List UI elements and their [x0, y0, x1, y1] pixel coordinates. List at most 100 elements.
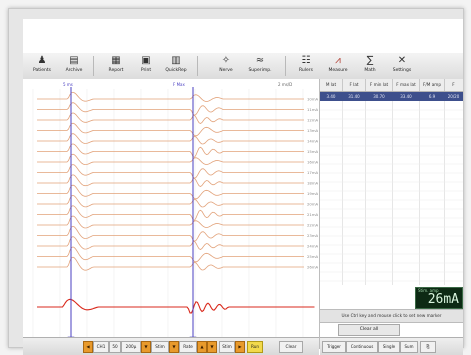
col-f-lat[interactable]: F lat	[343, 79, 366, 91]
report-icon: ▦	[111, 55, 121, 66]
stim-level-label: 25mA	[307, 254, 319, 259]
rate-field[interactable]: Rate	[179, 341, 197, 353]
f-wave-trace	[37, 225, 304, 242]
sum-button[interactable]: Sum	[400, 341, 418, 353]
rulers-button[interactable]: ☷ Rulers	[289, 54, 323, 78]
superimp-button[interactable]: ≈ Superimp.	[243, 54, 277, 78]
nerve-icon: ✧	[221, 55, 231, 66]
toolbar-divider	[93, 56, 94, 76]
copy-button[interactable]: ⎘	[420, 341, 436, 353]
f-wave-trace	[37, 164, 304, 179]
f-wave-traces	[37, 91, 304, 271]
f-wave-trace	[37, 91, 304, 103]
f-wave-trace	[37, 246, 304, 263]
col-f[interactable]: F	[452, 82, 455, 87]
results-table-header: M lat F lat F min lat F max lat F/M amp …	[320, 79, 463, 92]
marker-hint: Use Ctrl key and mouse click to set new …	[320, 309, 463, 323]
stim-level-label: 13mA	[307, 128, 319, 133]
cell-f-min-lat: 30.70	[373, 94, 385, 99]
col-f-min-lat[interactable]: F min lat	[366, 79, 393, 91]
patients-button[interactable]: ♟ Patients	[25, 54, 59, 78]
waveform-display[interactable]: 5 ms F Max 2 ms/D 10mA 11mA 12mA 13mA 14mA 15…	[23, 79, 320, 349]
f-wave-trace	[37, 102, 304, 116]
time-down-button[interactable]: ▼	[169, 341, 179, 353]
f-wave-trace	[37, 215, 304, 229]
report-button[interactable]: ▦ Report	[99, 54, 133, 78]
acquisition-controls: ◀ CH1 50 200µ ▼ Stim ▼ Rate ▲ ▼ Stim ▶ R…	[23, 337, 319, 355]
quickrep-button[interactable]: ▥ QuickRep	[159, 54, 193, 78]
settings-icon: ✕	[397, 55, 407, 66]
cell-fm-amp: 6.9	[428, 94, 436, 99]
channel-label[interactable]: CH1	[93, 341, 109, 353]
f-wave-trace	[37, 174, 304, 187]
emg-summary-trace	[37, 298, 315, 314]
channel-prev-button[interactable]: ◀	[83, 341, 93, 353]
archive-button[interactable]: ▤ Archive	[57, 54, 91, 78]
stim-amplitude-readout: Stim. amp 26mA	[415, 287, 463, 309]
stim-level-label: 11mA	[307, 107, 319, 112]
f-wave-trace	[37, 122, 304, 137]
toolbar-divider	[197, 56, 198, 76]
rate-down-button[interactable]: ▼	[207, 341, 217, 353]
stim-level-label: 26mA	[307, 265, 319, 270]
stim-level-label: 21mA	[307, 212, 319, 217]
stim-level-label: 12mA	[307, 118, 319, 123]
stim-level-label: 10mA	[307, 97, 319, 102]
table-row[interactable]: 3.40 31.40 30.70 33.40 6.9 20/20	[320, 92, 463, 101]
cell-m-lat: 3.40	[326, 94, 336, 99]
stim-level-label: 17mA	[307, 170, 319, 175]
f-wave-trace	[37, 133, 304, 145]
math-icon: ∑	[366, 55, 374, 66]
quickrep-icon: ▥	[171, 55, 181, 66]
continuous-mode-button[interactable]: Continuous	[346, 341, 378, 353]
stim-level-label: 15mA	[307, 149, 319, 154]
stim-amplitude-value: 26mA	[427, 292, 459, 307]
sens-down-button[interactable]: ▼	[141, 341, 151, 353]
fmax-marker-label: F Max	[173, 82, 185, 87]
patients-icon: ♟	[37, 55, 47, 66]
col-f-max-lat[interactable]: F max lat	[393, 79, 420, 91]
stim-step-button[interactable]: ▶	[235, 341, 245, 353]
settings-button[interactable]: ✕ Settings	[385, 54, 419, 78]
f-wave-trace	[37, 205, 304, 221]
time-field[interactable]: Stim	[151, 341, 169, 353]
print-button[interactable]: ▣ Print	[129, 54, 163, 78]
trigger-controls: Trigger Continuous Single Sum ⎘	[320, 337, 463, 355]
stim-level-label: 19mA	[307, 191, 319, 196]
stim-button[interactable]: Stim	[219, 341, 235, 353]
clear-all-button[interactable]: Clear all	[338, 324, 400, 336]
cell-f-lat: 31.40	[348, 94, 360, 99]
run-button[interactable]: Run	[247, 341, 263, 353]
cell-f: 20/20	[447, 94, 460, 99]
rate-up-button[interactable]: ▲	[197, 341, 207, 353]
stim-level-label: 20mA	[307, 202, 319, 207]
stim-level-label: 22mA	[307, 223, 319, 228]
measure-button[interactable]: ⩘ Measure	[321, 54, 355, 78]
cell-f-max-lat: 33.40	[400, 94, 412, 99]
nerve-button[interactable]: ✧ Nerve	[209, 54, 243, 78]
f-wave-trace	[37, 256, 304, 271]
rulers-icon: ☷	[301, 55, 311, 66]
f-wave-trace	[37, 236, 304, 250]
single-mode-button[interactable]: Single	[378, 341, 400, 353]
waveform-canvas[interactable]: 5 ms F Max 2 ms/D 10mA 11mA 12mA 13mA 14mA 15…	[23, 79, 319, 349]
f-wave-trace	[37, 184, 304, 200]
channel-number[interactable]: 50	[109, 341, 121, 353]
col-m-lat[interactable]: M lat	[320, 79, 343, 91]
clear-button[interactable]: Clear	[279, 341, 303, 353]
stim-level-label: 16mA	[307, 160, 319, 165]
f-wave-trace	[37, 143, 304, 158]
f-wave-trace	[37, 153, 304, 166]
f-wave-trace	[37, 194, 304, 208]
trigger-button[interactable]: Trigger	[322, 341, 346, 353]
stim-level-label: 23mA	[307, 233, 319, 238]
results-grid	[320, 101, 463, 285]
sensitivity-field[interactable]: 200µ	[121, 341, 141, 353]
measure-icon: ⩘	[335, 55, 341, 66]
col-fm-amp[interactable]: F/M amp	[420, 79, 445, 91]
superimp-icon: ≈	[255, 55, 265, 66]
toolbar-divider	[285, 56, 286, 76]
application-window: ♟ Patients ▤ Archive ▦ Report ▣ Print ▥ …	[23, 19, 463, 355]
stim-level-label: 24mA	[307, 244, 319, 249]
math-button[interactable]: ∑ Math	[353, 54, 387, 78]
